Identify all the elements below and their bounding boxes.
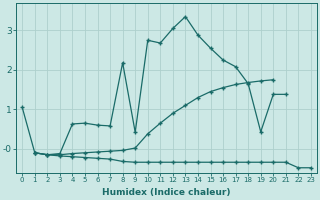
X-axis label: Humidex (Indice chaleur): Humidex (Indice chaleur) [102,188,231,197]
